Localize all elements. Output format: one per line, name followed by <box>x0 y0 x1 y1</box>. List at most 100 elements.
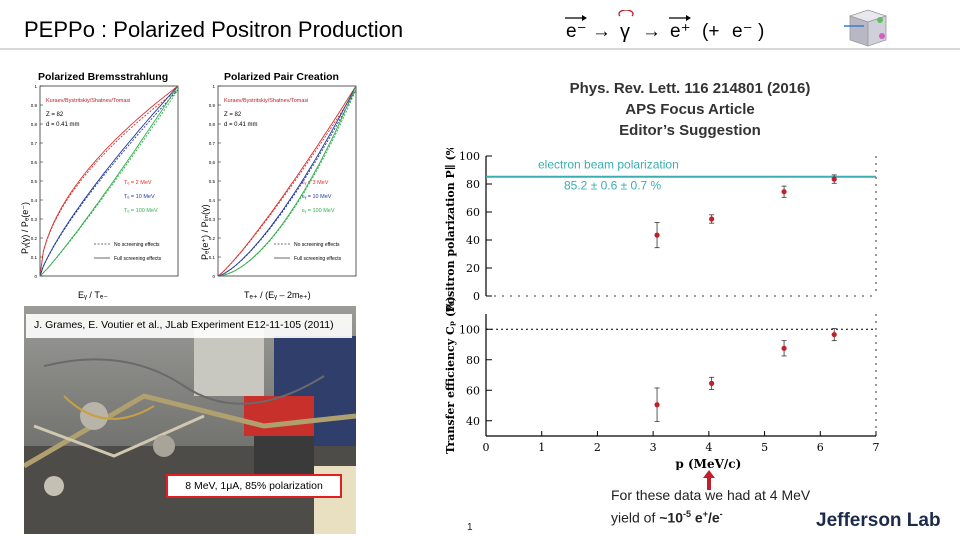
theory-ytick: 1 <box>212 84 215 89</box>
theory-right-title: Polarized Pair Creation <box>224 71 339 83</box>
data-point <box>709 216 715 222</box>
theory-left-energy-3: Tₑ = 100 MeV <box>124 208 158 214</box>
theory-ytick: 0 <box>212 274 215 279</box>
formula-positron: e⁺ <box>670 21 691 42</box>
theory-right-legend-header: Kuraev/Bystritskiy/Shatnev/Tomasi <box>224 98 308 104</box>
photo-polarization-badge: 8 MeV, 1μA, 85% polarization <box>166 474 342 498</box>
theory-left-energy-2: Tₑ = 10 MeV <box>124 194 155 200</box>
formula-electron-2: e⁻ <box>732 21 753 42</box>
footnote-exponent: -5 <box>683 509 692 519</box>
theory-right-d: d = 0.41 mm <box>224 122 258 128</box>
arrow-up-icon <box>703 470 715 490</box>
cube-logo-icon <box>844 9 888 47</box>
formula-arrow-1: → <box>592 21 611 42</box>
theory-left-style-2: Full screening effects <box>114 256 162 262</box>
y-tick-label: 0 <box>473 290 480 303</box>
theory-right-style-1: No screening effects <box>294 242 340 248</box>
data-point <box>654 232 660 238</box>
theory-ytick: 0.6 <box>209 160 216 165</box>
data-point <box>709 380 715 386</box>
theory-ytick: 0.3 <box>31 217 38 222</box>
theory-ytick: 0.1 <box>31 255 38 260</box>
data-point <box>654 402 660 408</box>
footnote-minus: - <box>719 509 723 519</box>
footnote-plus: + <box>702 509 708 519</box>
footnote-yield: ~10 <box>659 509 683 526</box>
reference-label: electron beam polarization <box>538 158 679 172</box>
theory-curve <box>217 89 357 277</box>
slide-title: PEPPo : Polarized Positron Production <box>24 17 404 42</box>
citation-focus: APS Focus Article <box>625 101 755 118</box>
theory-curve <box>39 89 179 277</box>
formula-electron: e⁻ <box>566 21 587 42</box>
theory-left-plot: Polarized Bremsstrahlung Kuraev/Bystrits… <box>20 71 179 300</box>
y-tick-label: 40 <box>466 415 480 428</box>
data-point <box>831 176 837 182</box>
y-tick-label: 20 <box>466 262 480 275</box>
theory-right-ylabel: Pₑ(e⁺) / Pₗᵢₙ(γ) <box>200 204 210 260</box>
theory-curve <box>217 89 357 277</box>
theory-ytick: 0.8 <box>31 122 38 127</box>
theory-right-energy-3: εᵧ = 100 MeV <box>302 208 335 214</box>
theory-ytick: 0 <box>34 274 37 279</box>
theory-ytick: 0.9 <box>209 103 216 108</box>
footnote-text: For these data we had at 4 MeV yield of <box>611 487 811 526</box>
theory-curve <box>39 89 179 277</box>
theory-ytick: 0.7 <box>31 141 38 146</box>
theory-left-legend-header: Kuraev/Bystritskiy/Shatnev/Tomasi <box>46 98 130 104</box>
theory-plots: Polarized Bremsstrahlung Kuraev/Bystrits… <box>18 64 358 304</box>
theory-ytick: 0.4 <box>31 198 38 203</box>
theory-ytick: 0.7 <box>209 141 216 146</box>
theory-ytick: 0.5 <box>209 179 216 184</box>
y-tick-label: 60 <box>466 384 480 397</box>
x-tick-label: 7 <box>873 441 880 454</box>
x-tick-label: 4 <box>705 441 712 454</box>
theory-left-energy-1: Tₑ = 2 MeV <box>124 180 152 186</box>
title-divider <box>0 48 960 50</box>
x-tick-label: 3 <box>650 441 657 454</box>
theory-left-style-1: No screening effects <box>114 242 160 248</box>
theory-left-d: d = 0.41 mm <box>46 122 80 128</box>
x-tick-label: 6 <box>817 441 824 454</box>
y-tick-label: 40 <box>466 234 480 247</box>
x-tick-label: 5 <box>761 441 768 454</box>
theory-curve <box>217 89 357 277</box>
y-tick-label: 80 <box>466 354 480 367</box>
x-tick-label: 0 <box>483 441 490 454</box>
y-tick-label: 80 <box>466 178 480 191</box>
theory-ytick: 0.1 <box>209 255 216 260</box>
theory-right-z: Z = 82 <box>224 112 242 118</box>
citation-editor: Editor’s Suggestion <box>619 122 761 139</box>
data-point <box>781 189 787 195</box>
data-point <box>781 345 787 351</box>
theory-ytick: 0.6 <box>31 160 38 165</box>
theory-left-xlabel: Eᵧ / Tₑ₋ <box>78 290 108 300</box>
y-axis-label: Transfer efficiency Cₚ (%) <box>444 296 457 454</box>
reaction-formula: e⁻ → γ → e⁺ (+ e⁻ ) <box>565 10 764 43</box>
jefferson-lab-logo: Jefferson Lab <box>816 510 941 531</box>
theory-ytick: 0.2 <box>31 236 38 241</box>
formula-arrow-2: → <box>642 21 661 42</box>
photo-caption: J. Grames, E. Voutier et al., JLab Exper… <box>26 314 352 338</box>
theory-curve <box>39 85 179 277</box>
x-tick-label: 2 <box>594 441 601 454</box>
x-tick-label: 1 <box>538 441 545 454</box>
citation-block: Phys. Rev. Lett. 116 214801 (2016) APS F… <box>540 78 840 141</box>
apparatus-photo-illustration <box>24 306 356 534</box>
theory-right-style-2: Full screening effects <box>294 256 342 262</box>
theory-right-xlabel: Tₑ₊ / (Eᵧ – 2mₑ₊) <box>244 290 311 300</box>
footnote-per-e: /e <box>707 509 720 526</box>
yield-footnote: For these data we had at 4 MeV yield of … <box>611 486 811 528</box>
y-tick-label: 60 <box>466 206 480 219</box>
citation-journal: Phys. Rev. Lett. 116 214801 (2016) <box>569 80 811 97</box>
theory-left-z: Z = 82 <box>46 112 64 118</box>
formula-paren-close: ) <box>758 21 764 42</box>
formula-paren-open: (+ <box>702 21 719 42</box>
positron-polarization-plot: 0 20 40 60 80 100 electron beam polarization 85… <box>444 148 877 312</box>
reference-value-label: 85.2 ± 0.6 ± 0.7 % <box>564 179 662 193</box>
theory-right-energy-1: εᵧ = 3 MeV <box>302 180 329 186</box>
theory-right-plot: Polarized Pair Creation Kuraev/Bystritsk… <box>200 71 357 300</box>
theory-right-energy-2: εᵧ = 10 MeV <box>302 194 332 200</box>
